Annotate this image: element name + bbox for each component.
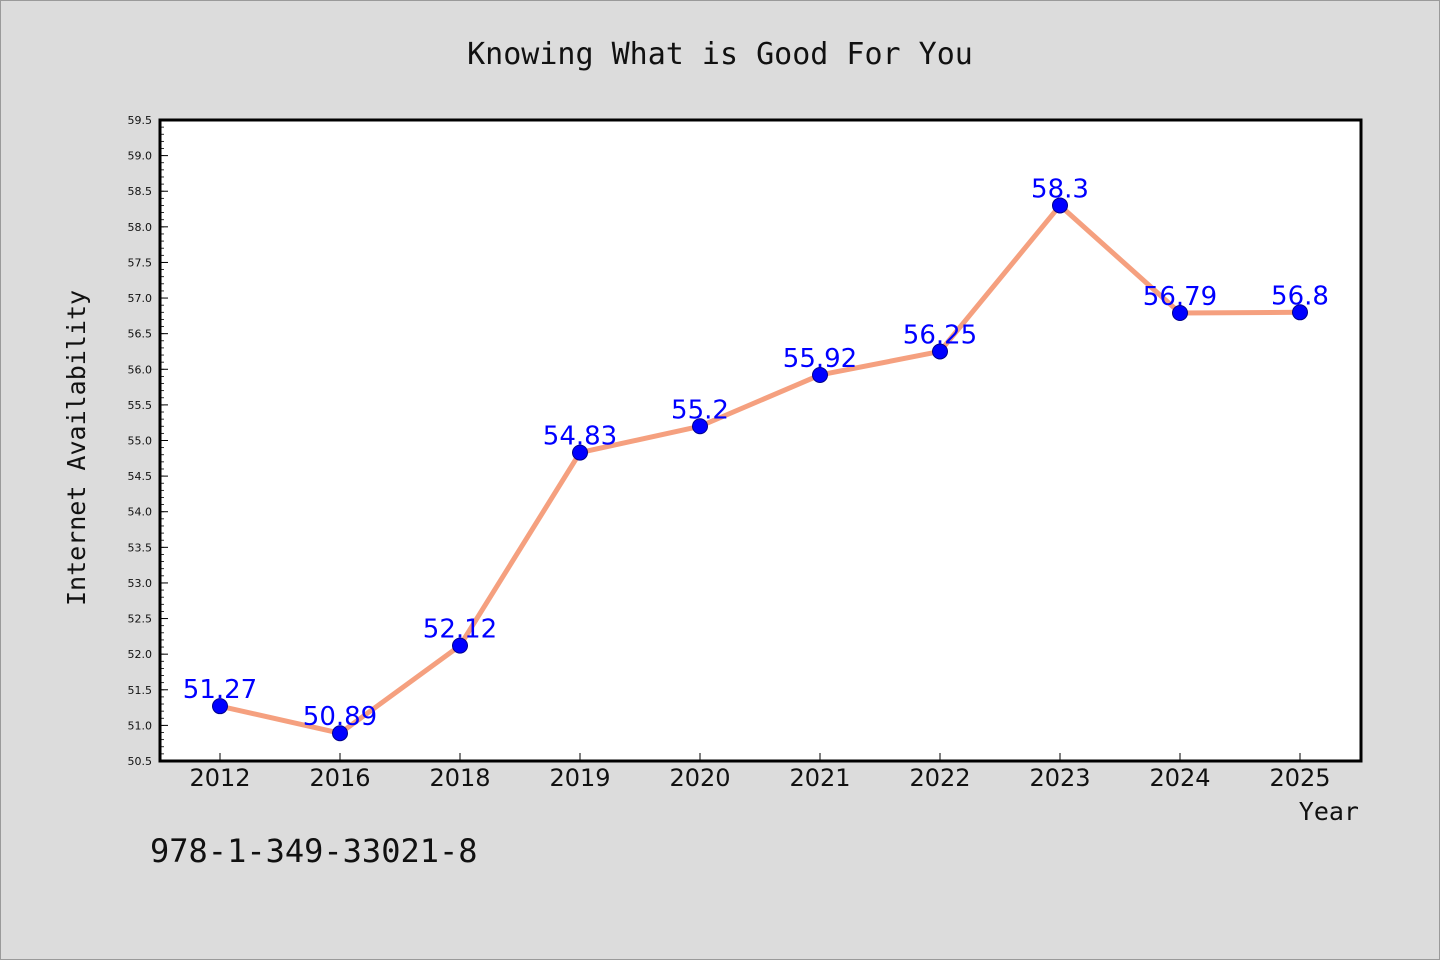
y-tick-label: 58.0	[128, 221, 153, 234]
y-tick-label: 56.5	[128, 328, 153, 341]
data-label: 55.92	[783, 344, 857, 374]
data-point	[1292, 304, 1308, 321]
y-tick-label: 56.0	[128, 363, 153, 376]
y-tick-label: 50.5	[128, 755, 153, 768]
x-tick-label: 2025	[1269, 764, 1330, 792]
series-line	[217, 202, 1303, 736]
data-label: 52.12	[423, 615, 497, 645]
y-tick-label: 54.5	[128, 470, 153, 483]
x-tick-label: 2022	[909, 764, 970, 792]
data-point	[212, 698, 228, 715]
y-tick-label: 51.5	[128, 684, 153, 697]
data-label: 56.8	[1271, 281, 1329, 311]
y-tick-label: 55.5	[128, 399, 153, 412]
x-tick-label: 2012	[189, 764, 250, 792]
data-label: 54.83	[543, 422, 617, 452]
data-point	[692, 418, 708, 435]
x-axis: 2012 2016 2018 2019 2020 2021 2022 2023 2024 2025	[189, 753, 1331, 792]
y-tick-label: 51.0	[128, 719, 153, 732]
x-tick-label: 2024	[1149, 764, 1210, 792]
x-tick-label: 2020	[669, 764, 730, 792]
x-tick-label: 2016	[309, 764, 370, 792]
data-point	[812, 366, 828, 383]
x-tick-label: 2021	[789, 764, 850, 792]
y-tick-label: 59.5	[128, 114, 153, 127]
y-tick-label: 58.5	[128, 185, 153, 198]
y-tick-label: 52.5	[128, 613, 153, 626]
chart-title: Knowing What is Good For You	[467, 37, 973, 72]
x-tick-label: 2019	[549, 764, 610, 792]
y-tick-label: 52.0	[128, 648, 153, 661]
y-tick-label: 53.0	[128, 577, 153, 590]
data-label: 55.2	[671, 395, 729, 425]
series-layer: 51.27 50.89 52.12 54.83 55.2 55.92 56.25 58.3 56…	[183, 174, 1329, 742]
data-point	[332, 725, 348, 742]
data-label: 58.3	[1031, 174, 1089, 204]
y-axis-label: Internet Availability	[62, 290, 91, 606]
data-label: 50.89	[303, 702, 377, 732]
y-axis: 50.5 51.0 51.5 52.0 52.5 53.0 53.5 54.0 54.5 55.0…	[128, 114, 168, 768]
y-tick-label: 54.0	[128, 506, 153, 519]
data-label: 51.27	[183, 675, 257, 705]
data-label: 56.79	[1143, 282, 1217, 312]
x-axis-label: Year	[1299, 797, 1359, 826]
y-tick-label: 53.5	[128, 541, 153, 554]
x-tick-label: 2018	[429, 764, 490, 792]
y-tick-label: 59.0	[128, 150, 153, 163]
data-point	[932, 343, 948, 360]
y-tick-label: 57.0	[128, 292, 153, 305]
data-point	[1172, 305, 1188, 322]
y-tick-label: 55.0	[128, 435, 153, 448]
y-tick-label: 57.5	[128, 256, 153, 269]
plot-area	[158, 118, 1363, 763]
data-point	[572, 444, 588, 461]
data-point	[452, 637, 468, 654]
data-label: 56.25	[903, 320, 977, 350]
data-point	[1052, 197, 1068, 214]
x-tick-label: 2023	[1029, 764, 1090, 792]
isbn-caption: 978-1-349-33021-8	[150, 832, 478, 870]
